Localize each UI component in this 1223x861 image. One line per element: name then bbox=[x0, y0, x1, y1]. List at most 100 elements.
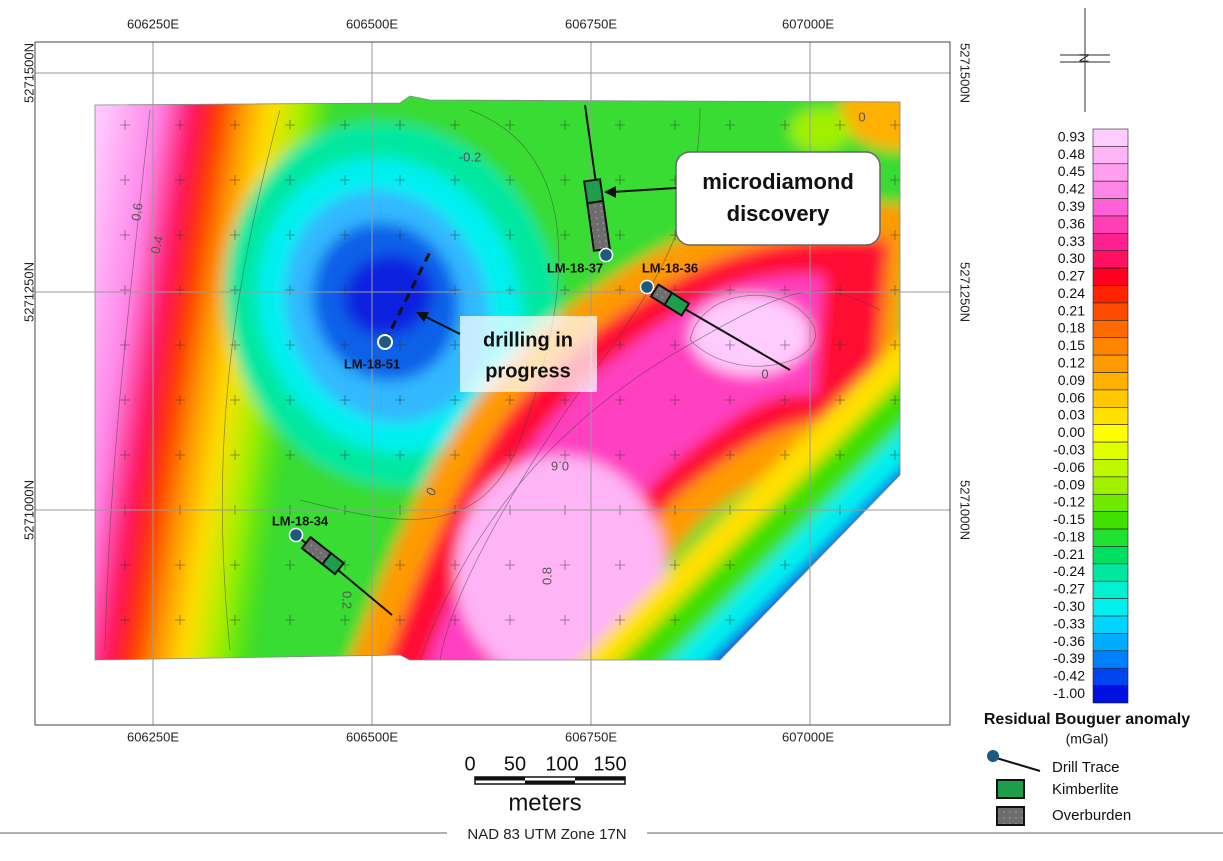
colorbar-label: -0.27 bbox=[1053, 581, 1085, 597]
grid-cross bbox=[175, 395, 185, 405]
grid-cross bbox=[120, 175, 130, 185]
colorbar-label: -0.15 bbox=[1053, 511, 1085, 527]
contour-label: 0.6 bbox=[128, 202, 145, 222]
contour-label: 0.2 bbox=[340, 591, 355, 609]
colorbar-swatch bbox=[1092, 233, 1129, 252]
scale-unit: meters bbox=[508, 789, 581, 816]
colorbar-label: 0.24 bbox=[1058, 285, 1085, 301]
colorbar-label: -0.18 bbox=[1053, 528, 1085, 544]
easting-label: 606750E bbox=[565, 16, 617, 31]
colorbar-swatch bbox=[1092, 407, 1129, 425]
legend-label: Drill Trace bbox=[1052, 759, 1120, 776]
easting-label: 606500E bbox=[346, 729, 398, 744]
grid-cross bbox=[780, 560, 790, 570]
well-label: LM-18-37 bbox=[547, 260, 603, 275]
colorbar-swatch bbox=[1092, 267, 1129, 286]
easting-label: 606250E bbox=[127, 729, 179, 744]
map-boundary bbox=[94, 95, 901, 661]
drill-traces bbox=[288, 104, 791, 616]
grid-cross bbox=[395, 615, 405, 625]
colorbar-unit: (mGal) bbox=[1066, 731, 1109, 747]
colorbar bbox=[1092, 128, 1129, 704]
grid-cross bbox=[670, 615, 680, 625]
grid-cross bbox=[175, 175, 185, 185]
grid-cross bbox=[725, 120, 735, 130]
colorbar-swatch bbox=[1092, 163, 1129, 182]
grid-cross bbox=[285, 230, 295, 240]
northing-label: 5271000N bbox=[21, 480, 36, 540]
grid-cross bbox=[615, 340, 625, 350]
contour-label: -0.2 bbox=[459, 149, 481, 164]
grid-cross bbox=[615, 175, 625, 185]
map-frame bbox=[34, 41, 951, 726]
grid-cross bbox=[615, 285, 625, 295]
colorbar-label: -0.06 bbox=[1053, 459, 1085, 475]
grid-cross bbox=[505, 230, 515, 240]
colorbar-label: 0.18 bbox=[1058, 320, 1085, 336]
grid-cross bbox=[450, 560, 460, 570]
grid-cross bbox=[615, 615, 625, 625]
colorbar-swatch bbox=[1092, 615, 1129, 634]
grid-cross bbox=[890, 175, 900, 185]
colorbar-label: -0.39 bbox=[1053, 650, 1085, 666]
grid-cross bbox=[890, 340, 900, 350]
colorbar-swatch bbox=[1092, 250, 1129, 269]
colorbar-label: 0.12 bbox=[1058, 355, 1085, 371]
grid-cross bbox=[725, 615, 735, 625]
easting-label: 607000E bbox=[782, 16, 834, 31]
grid-cross bbox=[725, 560, 735, 570]
scale-bar bbox=[474, 776, 626, 785]
grid-cross bbox=[230, 615, 240, 625]
grid-cross bbox=[670, 340, 680, 350]
contour-label: 0.8 bbox=[539, 567, 554, 585]
grid-cross bbox=[890, 615, 900, 625]
northing-label: 5271500N bbox=[21, 43, 36, 103]
colorbar-swatch bbox=[1092, 563, 1129, 582]
colorbar-label: 0.45 bbox=[1058, 163, 1085, 179]
colorbar-label: 0.39 bbox=[1058, 198, 1085, 214]
scale-label: 0 bbox=[464, 753, 475, 775]
callouts bbox=[416, 151, 881, 392]
colorbar-label: 0.48 bbox=[1058, 146, 1085, 162]
legend-symbols bbox=[987, 750, 1041, 826]
grid-cross bbox=[615, 230, 625, 240]
grid-cross bbox=[340, 340, 350, 350]
scale-label: 100 bbox=[545, 753, 578, 775]
grid-cross bbox=[120, 450, 130, 460]
colorbar-swatch bbox=[1092, 372, 1129, 391]
grid-cross bbox=[395, 175, 405, 185]
colorbar-swatch bbox=[1092, 215, 1129, 234]
colorbar-label: 0.27 bbox=[1058, 268, 1085, 284]
grid-cross bbox=[505, 175, 515, 185]
grid-cross bbox=[175, 560, 185, 570]
easting-label: 606750E bbox=[565, 729, 617, 744]
grid-cross bbox=[890, 450, 900, 460]
grid-cross bbox=[505, 615, 515, 625]
colorbar-label: -0.03 bbox=[1053, 441, 1085, 457]
colorbar-label: -0.24 bbox=[1053, 563, 1085, 579]
projection-label: NAD 83 UTM Zone 17N bbox=[467, 826, 626, 843]
grid-cross bbox=[395, 450, 405, 460]
grid-cross bbox=[780, 120, 790, 130]
grid-cross bbox=[450, 340, 460, 350]
grid-cross bbox=[285, 120, 295, 130]
grid-cross bbox=[780, 450, 790, 460]
colorbar-label: 0.42 bbox=[1058, 181, 1085, 197]
grid-cross bbox=[230, 340, 240, 350]
callout-text: microdiamond bbox=[702, 169, 854, 194]
grid-cross bbox=[560, 395, 570, 405]
colorbar-swatch bbox=[1092, 337, 1129, 356]
grid-cross bbox=[725, 340, 735, 350]
grid-cross bbox=[615, 560, 625, 570]
colorbar-swatch bbox=[1092, 389, 1129, 408]
grid-cross bbox=[615, 450, 625, 460]
easting-label: 606250E bbox=[127, 16, 179, 31]
northing-label: 5271250N bbox=[958, 262, 973, 322]
grid-cross bbox=[615, 120, 625, 130]
grid-cross bbox=[230, 395, 240, 405]
colorbar-swatch bbox=[1092, 528, 1129, 547]
well-label: LM-18-51 bbox=[344, 356, 400, 371]
grid-cross bbox=[230, 120, 240, 130]
grid-cross bbox=[560, 560, 570, 570]
callout-text: drilling in bbox=[483, 329, 573, 351]
